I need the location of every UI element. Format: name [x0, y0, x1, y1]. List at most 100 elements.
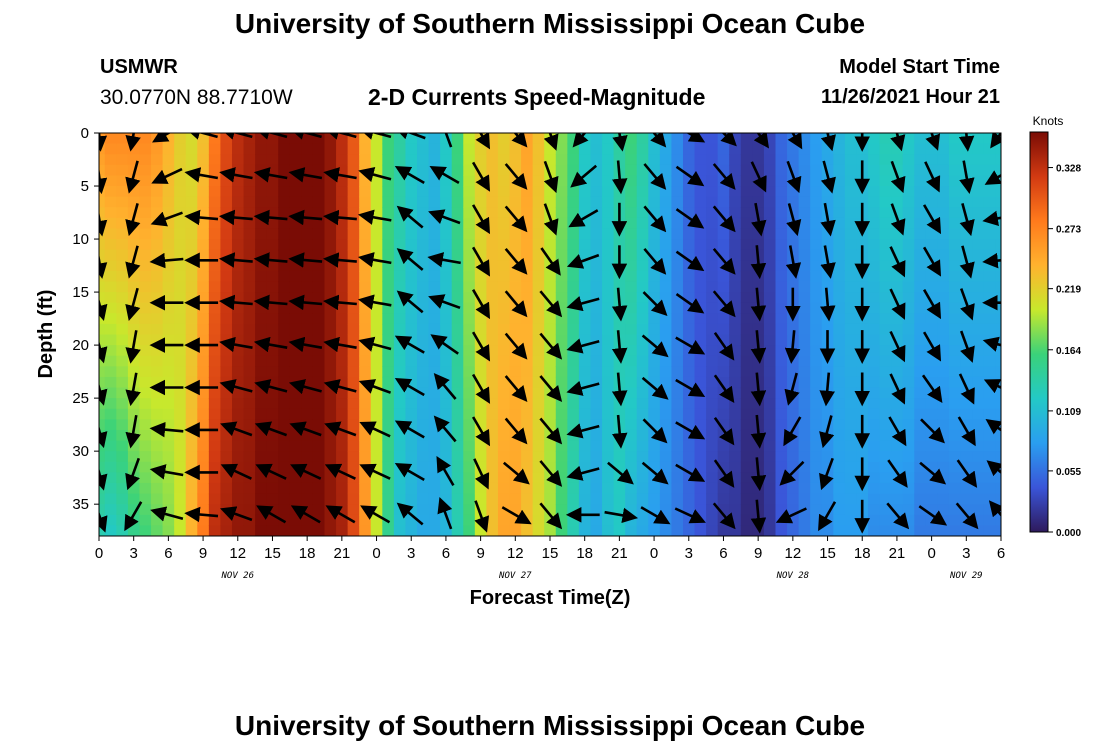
heatmap-cell	[99, 323, 106, 336]
heatmap-cell	[359, 133, 372, 145]
heatmap-cell	[902, 217, 915, 230]
heatmap-cell	[578, 366, 592, 378]
current-arrow	[786, 160, 802, 194]
heatmap-cell	[151, 366, 164, 378]
heatmap-cell	[509, 408, 522, 420]
model-start-label: Model Start Time	[839, 56, 1000, 78]
heatmap-cell	[278, 408, 291, 420]
heatmap-cell	[497, 334, 511, 346]
heatmap-cell	[544, 154, 557, 166]
heatmap-cell	[821, 525, 834, 536]
heatmap-cell	[451, 387, 464, 399]
heatmap-cell	[405, 493, 418, 505]
heatmap-cell	[393, 451, 407, 463]
heatmap-cell	[844, 270, 858, 283]
heatmap-cell	[879, 440, 892, 452]
heatmap-cell	[902, 398, 915, 410]
heatmap-cell	[590, 440, 603, 452]
heatmap-cell	[220, 429, 233, 442]
heatmap-cell	[174, 323, 187, 336]
heatmap-cell	[185, 313, 198, 325]
heatmap-cell	[486, 376, 499, 389]
current-arrow	[150, 211, 183, 227]
heatmap-cell	[532, 260, 545, 272]
heatmap-cell	[174, 345, 187, 357]
heatmap-cell	[405, 408, 418, 420]
heatmap-cell	[509, 419, 522, 431]
heatmap-cell	[740, 143, 753, 155]
heatmap-cell	[359, 228, 372, 240]
heatmap-cell	[324, 387, 337, 399]
heatmap-cell	[925, 504, 938, 516]
current-arrow	[360, 505, 391, 524]
heatmap-cell	[104, 504, 117, 516]
heatmap-cell	[532, 281, 545, 293]
heatmap-cell	[162, 493, 175, 505]
heatmap-cell	[474, 366, 487, 378]
heatmap-cell	[324, 514, 337, 526]
heatmap-cell	[486, 228, 499, 240]
current-arrow	[504, 332, 528, 360]
heatmap-cell	[451, 366, 464, 378]
current-arrow	[256, 505, 287, 524]
heatmap-cell	[405, 323, 418, 336]
heatmap-cell	[972, 217, 985, 230]
heatmap-cell	[972, 270, 985, 283]
heatmap-cell	[255, 440, 268, 452]
heatmap-cell	[602, 440, 615, 452]
heatmap-cell	[659, 207, 673, 219]
heatmap-cell	[810, 387, 823, 399]
heatmap-cell	[266, 387, 279, 399]
heatmap-cell	[301, 302, 314, 314]
heatmap-cell	[497, 239, 511, 251]
heatmap-cell	[763, 355, 777, 367]
heatmap-cell	[798, 376, 811, 389]
heatmap-cell	[116, 186, 129, 198]
heatmap-cell	[914, 217, 927, 230]
current-vectors	[99, 133, 1001, 534]
heatmap-cell	[995, 239, 1001, 251]
heatmap-cell	[648, 154, 661, 166]
heatmap-cell	[775, 440, 788, 452]
heatmap-cell	[359, 143, 372, 155]
heatmap-cell	[914, 440, 927, 452]
heatmap-cell	[266, 196, 279, 208]
heatmap-cell	[255, 313, 268, 325]
heatmap-cell	[787, 143, 800, 155]
current-arrow	[611, 330, 628, 364]
heatmap-cell	[208, 239, 222, 251]
heatmap-cell	[220, 196, 233, 208]
heatmap-cell	[174, 472, 187, 484]
heatmap-cell	[139, 461, 152, 473]
heatmap-cell	[729, 270, 742, 283]
heatmap-cell	[659, 440, 673, 452]
heatmap-cell	[706, 302, 719, 314]
heatmap-cell	[370, 366, 383, 378]
heatmap-cell	[127, 323, 141, 336]
heatmap-cell	[497, 514, 511, 526]
heatmap-cell	[948, 504, 962, 516]
current-arrow	[889, 246, 906, 278]
heatmap-cell	[798, 133, 811, 145]
x-tick-label: 0	[95, 545, 103, 562]
heatmap-cell	[682, 239, 696, 251]
heatmap-cell	[521, 366, 534, 378]
heatmap-cell	[983, 323, 996, 336]
heatmap-cell	[694, 281, 707, 293]
heatmap-cell	[532, 355, 545, 367]
heatmap-cell	[509, 323, 522, 336]
heatmap-cell	[671, 451, 684, 463]
heatmap-cell	[359, 398, 372, 410]
heatmap-cell	[497, 249, 511, 261]
heatmap-cell	[844, 376, 858, 389]
heatmap-cell	[752, 143, 765, 155]
heatmap-cell	[972, 228, 985, 240]
heatmap-cell	[463, 398, 476, 410]
current-arrow	[982, 210, 1001, 227]
heatmap-cell	[636, 270, 649, 283]
heatmap-cell	[844, 355, 858, 367]
heatmap-cell	[162, 482, 175, 495]
heatmap-cell	[625, 419, 638, 431]
heatmap-cell	[359, 440, 372, 452]
colorbar-tick-label: 0.055	[1056, 467, 1081, 478]
